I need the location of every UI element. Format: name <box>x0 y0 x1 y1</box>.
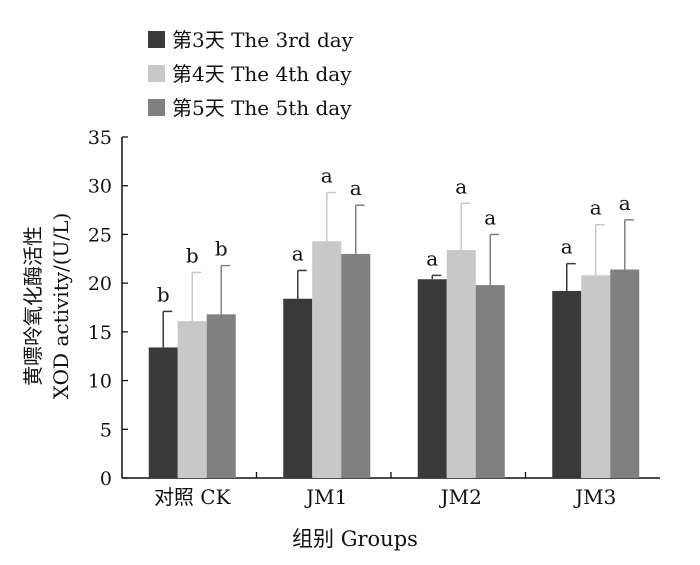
y-tick-label: 0 <box>100 468 112 490</box>
legend-swatch <box>148 65 165 82</box>
significance-letter: b <box>186 243 199 267</box>
x-category-label: JM3 <box>573 485 616 509</box>
significance-letter: a <box>484 205 496 229</box>
y-tick-label: 15 <box>88 322 112 344</box>
significance-letter: a <box>455 174 467 198</box>
legend-label: 第5天 The 5th day <box>172 96 352 120</box>
legend-swatch <box>148 99 165 116</box>
bar <box>341 253 371 478</box>
significance-letter: a <box>292 241 304 265</box>
significance-letter: a <box>321 164 333 188</box>
bar <box>610 269 640 478</box>
legend-label: 第4天 The 4th day <box>172 62 352 86</box>
y-axis-label-line2: XOD activity/(U/L) <box>49 213 73 399</box>
y-tick-label: 30 <box>88 176 112 198</box>
y-axis-label-line1: 黄嘌呤氧化酶活性 <box>21 226 45 386</box>
significance-letter: a <box>426 246 438 270</box>
y-tick-label: 5 <box>100 419 112 441</box>
x-category-label: JM2 <box>439 485 482 509</box>
legend: 第3天 The 3rd day 第4天 The 4th day 第5天 The 5t… <box>148 28 354 120</box>
bar <box>475 285 505 478</box>
y-axis: 0 5 10 15 20 25 30 35 <box>88 127 128 490</box>
y-axis-label: 黄嘌呤氧化酶活性 XOD activity/(U/L) <box>21 213 73 399</box>
legend-label: 第3天 The 3rd day <box>172 28 354 52</box>
significance-letter: a <box>561 235 573 259</box>
significance-letter: b <box>157 282 170 306</box>
x-category-label: 对照 CK <box>154 485 232 509</box>
bar <box>417 279 447 478</box>
x-category-label: JM1 <box>304 485 347 509</box>
bar <box>312 241 342 478</box>
significance-letter: a <box>619 191 631 215</box>
bar <box>581 275 611 478</box>
x-axis-label: 组别 Groups <box>292 527 418 551</box>
significance-letter: a <box>590 196 602 220</box>
bar <box>206 314 236 478</box>
significance-letter: b <box>215 237 228 261</box>
bar <box>148 347 178 478</box>
bar <box>552 290 582 478</box>
legend-swatch <box>148 31 165 48</box>
y-tick-label: 35 <box>88 127 112 149</box>
bar <box>446 250 476 478</box>
bars-layer <box>148 191 640 478</box>
significance-letter: a <box>350 176 362 200</box>
bar <box>177 321 207 478</box>
y-tick-label: 25 <box>88 224 112 246</box>
y-tick-label: 20 <box>88 273 112 295</box>
y-tick-label: 10 <box>88 371 112 393</box>
bar <box>283 298 313 478</box>
